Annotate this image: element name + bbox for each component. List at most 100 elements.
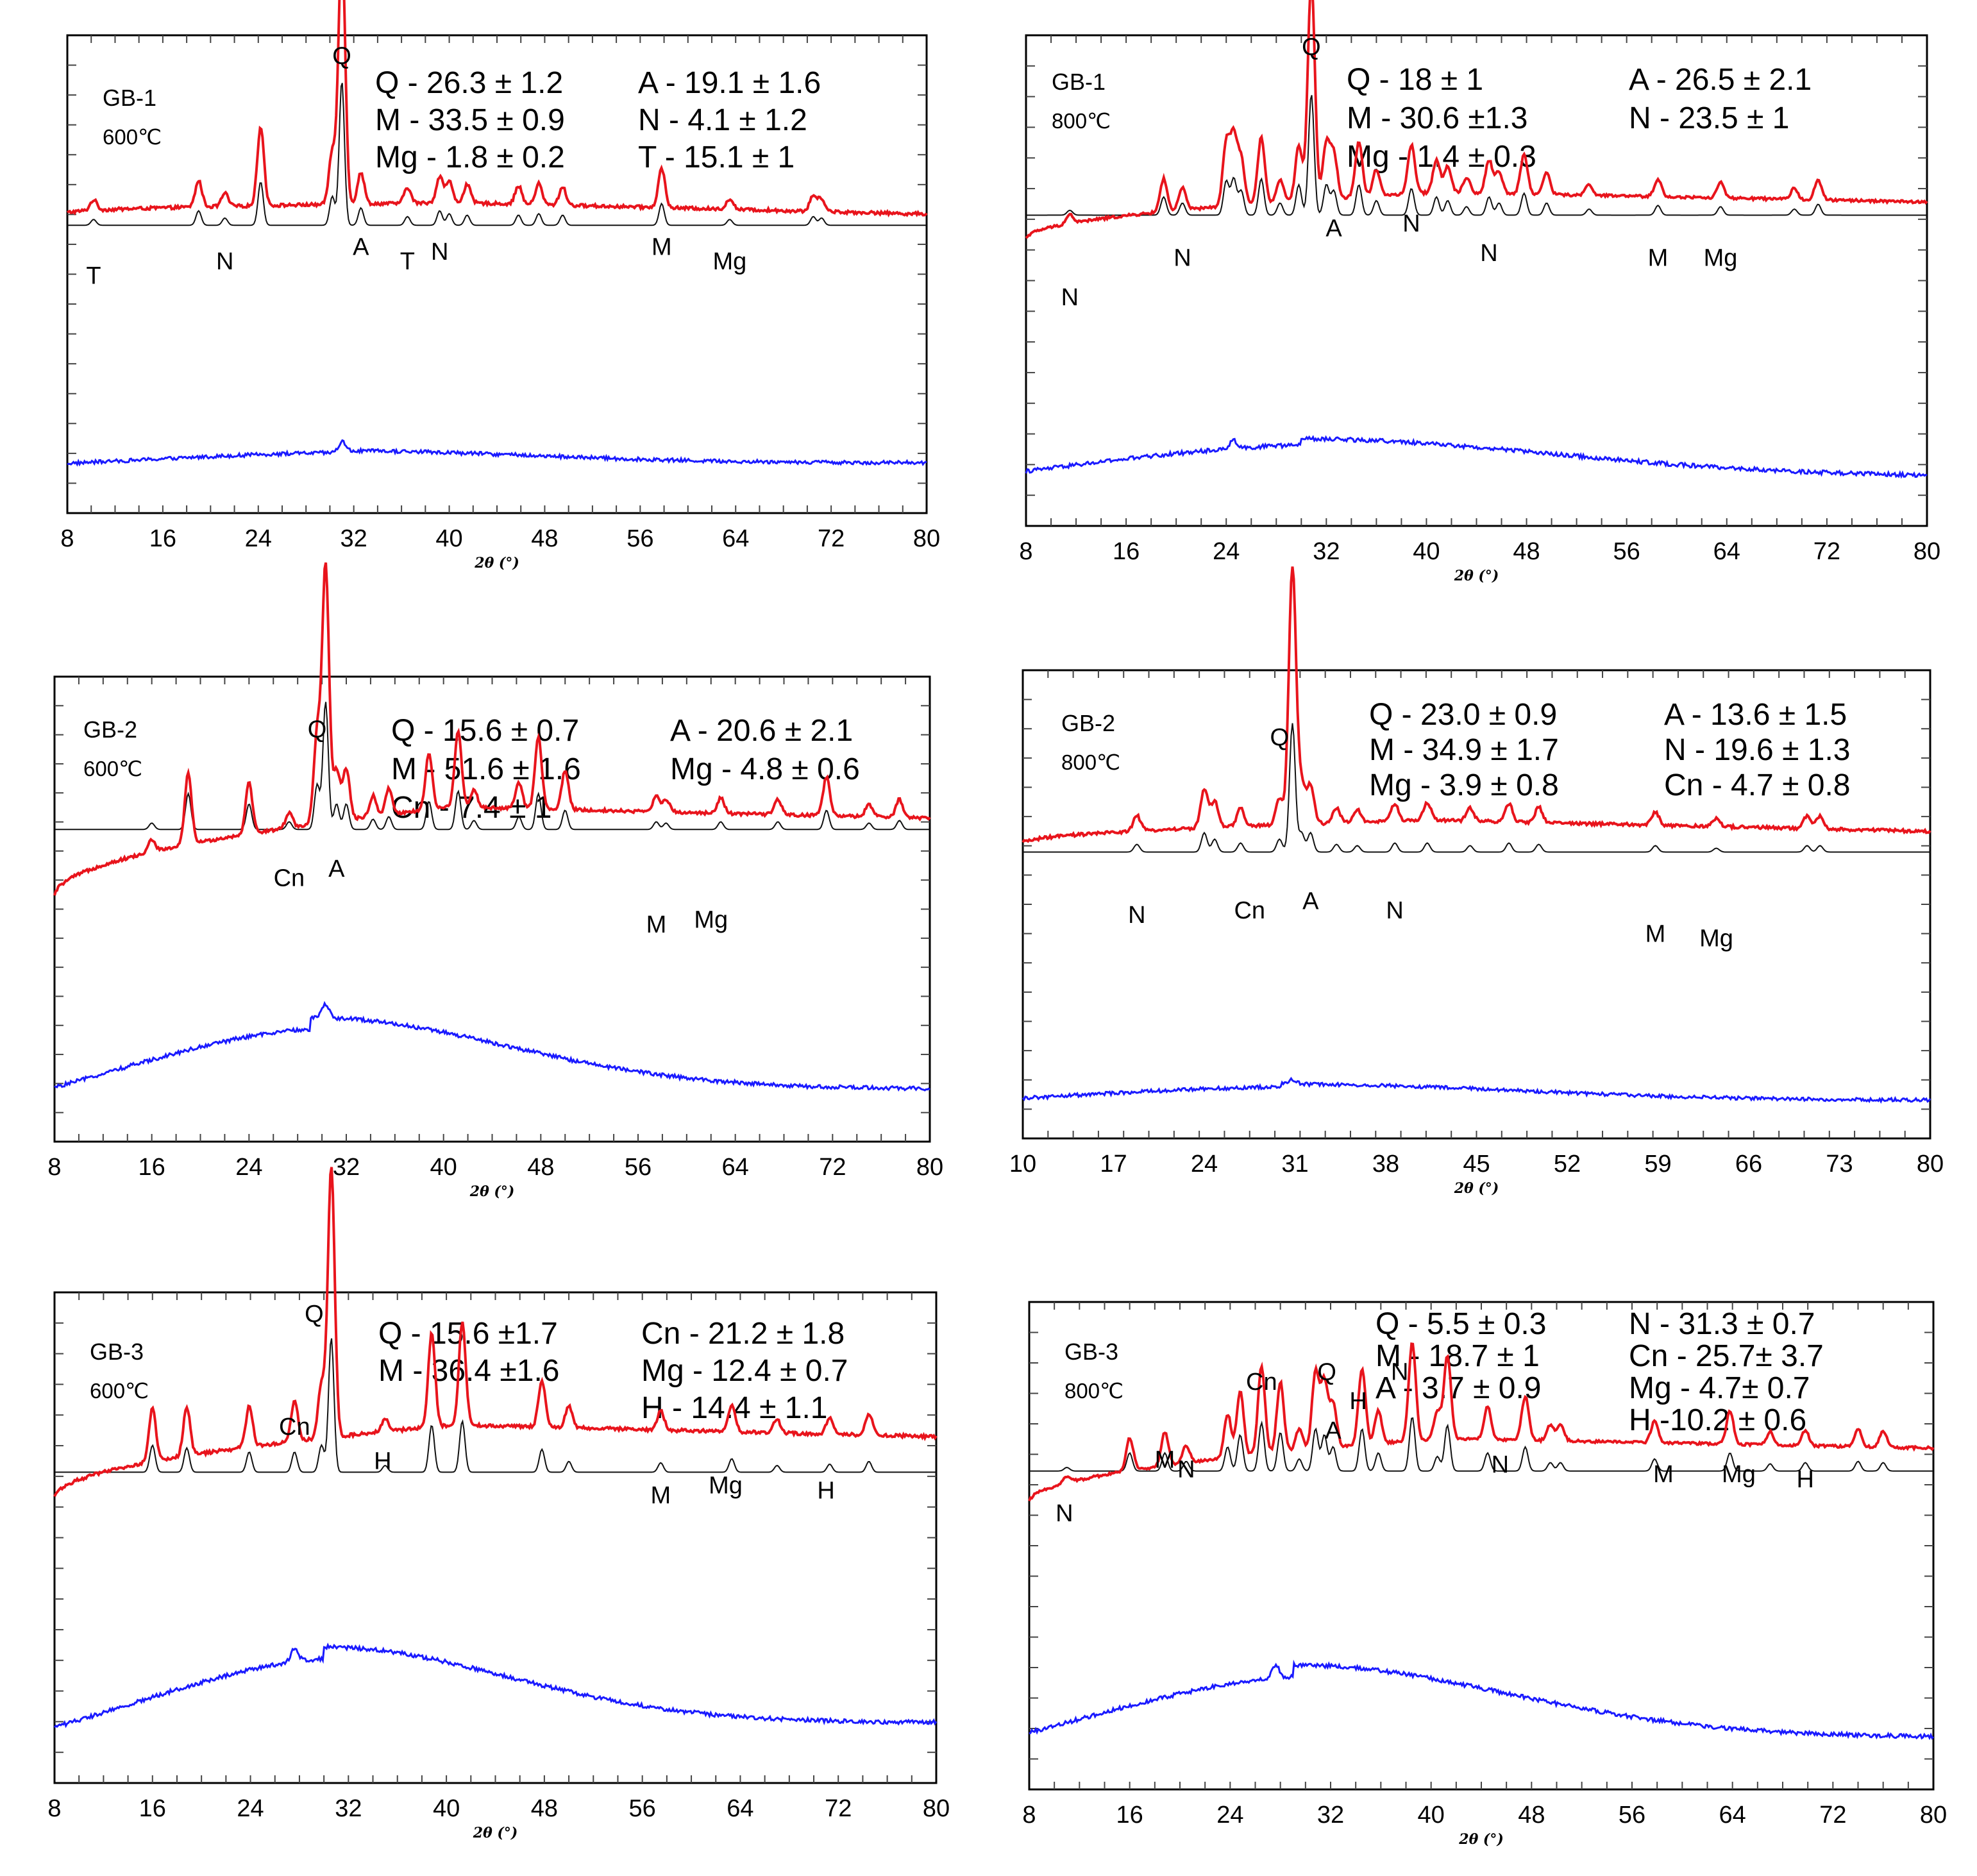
- phase-quantity: N - 23.5 ± 1: [1629, 101, 1789, 135]
- phase-quantity: T - 15.1 ± 1: [638, 140, 795, 174]
- peak-label: A: [1325, 215, 1342, 242]
- x-tick-label: 80: [913, 525, 940, 552]
- x-tick-label: 56: [629, 1795, 656, 1822]
- x-tick-label: 24: [1216, 1802, 1243, 1829]
- x-tick-label: 40: [430, 1154, 457, 1181]
- peak-label: M: [1648, 245, 1669, 272]
- peak-label: H: [1797, 1466, 1814, 1493]
- peak-label: Mg: [709, 1473, 743, 1500]
- peak-label: Mg: [694, 907, 728, 934]
- peak-label: N: [1386, 897, 1403, 924]
- x-tick-label: 56: [625, 1154, 652, 1181]
- peak-label: M: [650, 1482, 671, 1509]
- x-tick-label: 56: [1619, 1802, 1645, 1829]
- phase-quantity: M - 34.9 ± 1.7: [1369, 733, 1559, 767]
- phase-quantity: Q - 26.3 ± 1.2: [375, 66, 563, 100]
- temperature-label: 800℃: [1052, 109, 1111, 133]
- phase-quantity: A - 3.7 ± 0.9: [1375, 1371, 1542, 1405]
- temperature-label: 800℃: [1064, 1379, 1123, 1403]
- reference-pattern-line: [67, 83, 927, 226]
- x-tick-label: 80: [923, 1795, 950, 1822]
- x-tick-label: 16: [149, 525, 176, 552]
- x-tick-label: 56: [627, 525, 653, 552]
- x-tick-label: 80: [1917, 1151, 1944, 1178]
- x-axis-label: 2θ (°): [473, 1825, 517, 1841]
- peak-label: A: [1302, 888, 1319, 915]
- peak-label: M: [1645, 920, 1666, 947]
- peak-label: M: [646, 911, 667, 938]
- phase-quantity: Q - 15.6 ± 0.7: [391, 714, 579, 748]
- x-tick-label: 66: [1735, 1151, 1762, 1178]
- x-tick-label: 56: [1613, 538, 1640, 565]
- reference-pattern-line: [1023, 723, 1930, 853]
- peak-label: N: [1128, 902, 1145, 929]
- x-tick-label: 64: [1719, 1802, 1746, 1829]
- panel-5: 8 16 24 32 40 48 56 64 72 80 2θ (°) GB-3 600℃ Q - 15.…: [47, 1167, 950, 1841]
- x-axis-label: 2θ (°): [1454, 1180, 1499, 1197]
- phase-quantity: M - 51.6 ± 1.6: [391, 752, 581, 786]
- x-axis-label: 2θ (°): [474, 555, 519, 571]
- x-tick-label: 48: [531, 1795, 558, 1822]
- peak-label: T: [400, 248, 415, 275]
- peak-label: Q: [1302, 34, 1321, 61]
- amorphous-pattern-line: [54, 1001, 930, 1092]
- peak-label: N: [216, 248, 233, 275]
- x-tick-label: 40: [1418, 1802, 1445, 1829]
- sample-label: GB-1: [103, 85, 156, 111]
- peak-label: Cn: [279, 1414, 310, 1441]
- phase-quantity: Q - 18 ± 1: [1347, 63, 1483, 97]
- x-tick-label: 8: [1022, 1802, 1036, 1829]
- peak-label: Q: [332, 43, 351, 70]
- panel-2: 8 16 24 32 40 48 56 64 72 80 2θ (°) GB-1 800℃ Q - 18 …: [1019, 0, 1940, 584]
- x-axis-label: 2θ (°): [469, 1183, 514, 1200]
- panel-3: 8 16 24 32 40 48 56 64 72 80 2θ (°) GB-2 600℃ Q - 15.…: [47, 562, 943, 1200]
- x-tick-label: 72: [819, 1154, 846, 1181]
- calcined-pattern-line: [1022, 566, 1931, 843]
- x-axis-label: 2θ (°): [1454, 568, 1499, 584]
- peak-label: N: [1061, 284, 1079, 311]
- reference-pattern-line: [55, 1338, 936, 1473]
- amorphous-pattern-line: [1022, 1076, 1931, 1104]
- x-tick-label: 40: [435, 525, 462, 552]
- x-tick-label: 24: [237, 1795, 264, 1822]
- peak-label: Cn: [274, 865, 305, 892]
- panel-1: 8 16 24 32 40 48 56 64 72 80 2θ (°) GB-1 600℃ Q - 26.…: [60, 0, 940, 571]
- amorphous-pattern-line: [1025, 435, 1928, 479]
- x-tick-label: 72: [1813, 538, 1840, 565]
- x-tick-label: 48: [527, 1154, 554, 1181]
- phase-quantity: N - 19.6 ± 1.3: [1664, 733, 1850, 767]
- sample-label: GB-2: [83, 716, 137, 743]
- x-tick-label: 16: [1116, 1802, 1143, 1829]
- calcined-pattern-line: [1025, 0, 1928, 239]
- peak-label: N: [1402, 210, 1420, 237]
- phase-quantity: N - 31.3 ± 0.7: [1629, 1307, 1815, 1341]
- phase-quantity: Q - 23.0 ± 0.9: [1369, 698, 1557, 732]
- x-tick-label: 72: [818, 525, 845, 552]
- x-tick-label: 16: [139, 1795, 166, 1822]
- peak-label: Q: [1270, 724, 1289, 751]
- x-tick-label: 24: [235, 1154, 262, 1181]
- peak-label: A: [1325, 1417, 1342, 1444]
- peak-label: N: [431, 239, 448, 266]
- x-tick-label: 48: [1513, 538, 1540, 565]
- phase-quantity: M - 18.7 ± 1: [1375, 1339, 1540, 1373]
- phase-quantity: M - 30.6 ±1.3: [1347, 101, 1527, 135]
- peak-label: Q: [308, 716, 327, 743]
- x-tick-label: 80: [916, 1154, 943, 1181]
- sample-label: GB-3: [90, 1339, 144, 1365]
- amorphous-pattern-line: [67, 439, 927, 467]
- temperature-label: 600℃: [83, 757, 142, 781]
- calcined-pattern-line: [53, 1167, 938, 1498]
- phase-quantity: A - 13.6 ± 1.5: [1664, 698, 1847, 732]
- peak-label: A: [353, 234, 369, 261]
- x-tick-label: 45: [1463, 1151, 1490, 1178]
- sample-label: GB-1: [1052, 69, 1106, 95]
- x-tick-label: 64: [1713, 538, 1740, 565]
- phase-quantity: A - 19.1 ± 1.6: [638, 66, 821, 100]
- x-tick-label: 72: [1819, 1802, 1846, 1829]
- phase-quantity: M - 33.5 ± 0.9: [375, 103, 565, 137]
- temperature-label: 800℃: [1061, 750, 1120, 774]
- x-tick-label: 73: [1826, 1151, 1853, 1178]
- peak-label: Cn: [1234, 897, 1265, 924]
